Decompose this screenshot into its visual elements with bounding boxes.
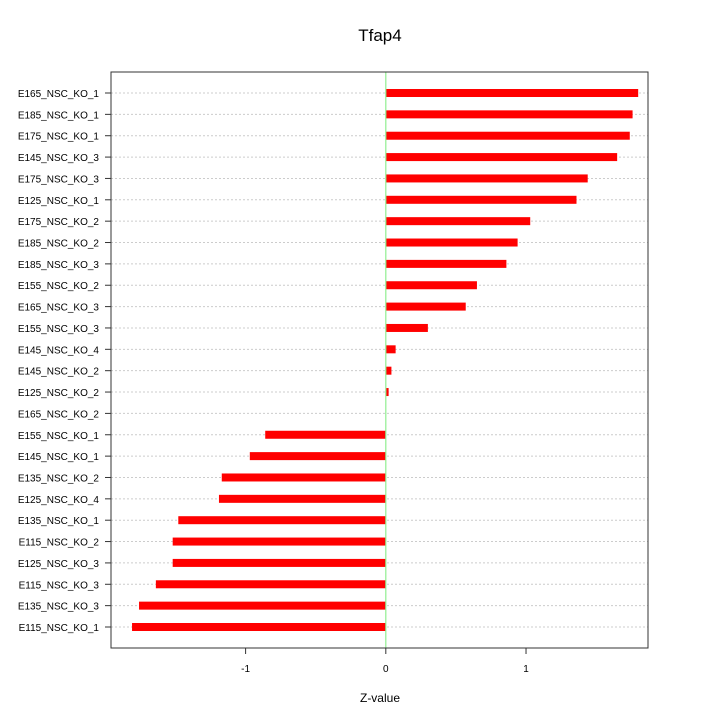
bar [385,174,588,183]
bar [385,323,428,332]
y-tick-label: E135_NSC_KO_1 [18,516,100,527]
y-tick-label: E115_NSC_KO_2 [19,538,100,549]
y-tick-label: E115_NSC_KO_3 [19,580,100,591]
y-tick-label: E175_NSC_KO_3 [18,174,100,185]
bar [385,153,618,162]
bar [385,110,633,119]
bar [385,366,392,375]
bar [385,259,507,268]
bar [385,89,639,97]
bar [172,537,386,546]
bar [385,238,518,247]
bar [385,217,531,226]
bar [155,580,386,589]
bar [385,281,477,290]
y-tick-label: E165_NSC_KO_1 [18,89,100,100]
y-tick-label: E145_NSC_KO_4 [18,345,100,356]
x-tick-label: 0 [383,664,389,675]
bar [172,558,386,567]
bars [132,89,639,631]
bar [265,430,386,439]
bar [385,345,396,354]
x-axis-label: Z-value [360,691,400,705]
y-tick-label: E175_NSC_KO_2 [18,217,100,228]
y-tick-label: E125_NSC_KO_2 [18,388,100,399]
x-axis: -1 0 1 [241,647,529,675]
y-tick-label: E135_NSC_KO_3 [18,602,100,613]
y-tick-label: E115_NSC_KO_1 [19,623,100,634]
bar [221,473,386,482]
bar [385,302,466,311]
y-tick-label: E125_NSC_KO_4 [18,495,100,506]
y-tick-label: E185_NSC_KO_2 [18,239,100,250]
x-tick-label: 1 [523,664,529,675]
y-tick-label: E165_NSC_KO_2 [18,409,100,420]
y-tick-labels: E165_NSC_KO_1 E185_NSC_KO_1 E175_NSC_KO_1 E… [18,89,111,634]
y-tick-label: E175_NSC_KO_1 [18,132,100,143]
x-tick-label: -1 [241,664,250,675]
chart-title: Tfap4 [358,26,401,45]
y-tick-label: E145_NSC_KO_1 [18,452,100,463]
y-tick-label: E135_NSC_KO_2 [18,473,100,484]
bar [139,601,386,610]
bar [249,452,386,461]
bar [178,516,386,525]
y-tick-label: E185_NSC_KO_3 [18,260,100,271]
bar [132,623,386,631]
bar [385,388,389,397]
y-tick-label: E155_NSC_KO_3 [18,324,100,335]
y-tick-label: E155_NSC_KO_2 [18,281,100,292]
y-tick-label: E125_NSC_KO_1 [18,196,100,207]
bar [218,494,386,503]
y-tick-label: E145_NSC_KO_3 [18,153,100,164]
grid-lines [111,92,648,628]
y-tick-label: E165_NSC_KO_3 [18,303,100,314]
y-tick-label: E145_NSC_KO_2 [18,367,100,378]
y-tick-label: E125_NSC_KO_3 [18,559,100,570]
y-tick-label: E185_NSC_KO_1 [18,110,100,121]
y-tick-label: E155_NSC_KO_1 [18,431,100,442]
bar [385,131,630,140]
bar [385,195,577,204]
